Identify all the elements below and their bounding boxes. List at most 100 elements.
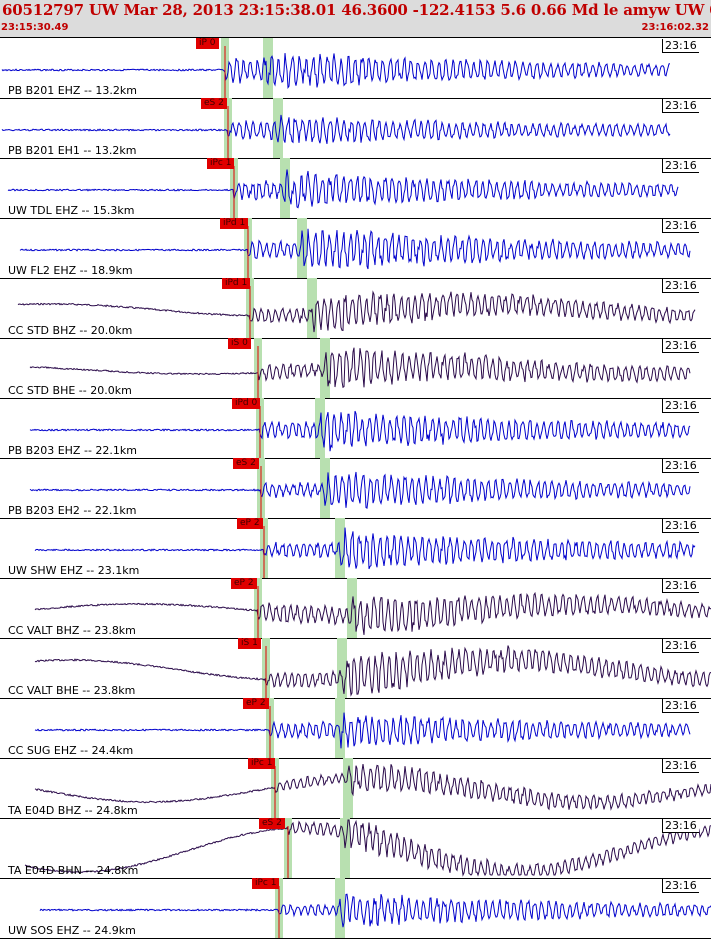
- phase-pick-label[interactable]: eS 2: [233, 458, 259, 469]
- panel-time-label: 23:16: [662, 639, 699, 653]
- channel-label: CC STD BHE -- 20.0km: [8, 384, 132, 397]
- seismic-trace: [1, 53, 671, 90]
- seismic-trace: [7, 169, 679, 209]
- waveform-canvas: [39, 878, 711, 938]
- seismogram-panel[interactable]: iPd 1 23:16 UW FL2 EHZ -- 18.9km: [0, 218, 711, 279]
- seismic-trace: [17, 290, 696, 333]
- phase-pick-label[interactable]: eS 2: [259, 818, 285, 829]
- s-phase-band: [307, 278, 317, 338]
- panel-time-label: 23:16: [662, 279, 699, 293]
- waveform-canvas: [29, 338, 691, 398]
- s-phase-band: [320, 338, 330, 398]
- waveform-canvas: [34, 578, 711, 638]
- channel-label: PB B201 EH1 -- 13.2km: [8, 144, 137, 157]
- seismic-trace: [34, 527, 696, 570]
- panel-time-label: 23:16: [662, 399, 699, 413]
- s-phase-band: [297, 218, 307, 278]
- channel-label: CC SUG EHZ -- 24.4km: [8, 744, 134, 757]
- channel-label: PB B203 EHZ -- 22.1km: [8, 444, 137, 457]
- phase-pick-label[interactable]: iPc 1: [252, 878, 280, 889]
- seismogram-panel[interactable]: eS 2 23:16 PB B203 EH2 -- 22.1km: [0, 458, 711, 519]
- seismic-trace: [34, 764, 711, 811]
- channel-label: CC VALT BHE -- 23.8km: [8, 684, 136, 697]
- panel-time-label: 23:16: [662, 219, 699, 233]
- channel-label: CC VALT BHZ -- 23.8km: [8, 624, 136, 637]
- phase-pick-label[interactable]: iPc 1: [248, 758, 276, 769]
- s-phase-band: [273, 98, 283, 158]
- phase-pick-label[interactable]: eP 2: [243, 698, 269, 709]
- seismogram-panel[interactable]: iS 1 23:16 CC VALT BHE -- 23.8km: [0, 638, 711, 699]
- seismogram-panel[interactable]: iPc 1 23:16 TA E04D BHZ -- 24.8km: [0, 758, 711, 819]
- seismogram-panel[interactable]: iPc 1 23:16 UW TDL EHZ -- 15.3km: [0, 158, 711, 219]
- waveform-canvas: [19, 218, 691, 278]
- seismic-trace: [29, 347, 691, 389]
- channel-label: TA E04D BHN -- 24.8km: [8, 864, 139, 877]
- panel-time-label: 23:16: [662, 159, 699, 173]
- seismogram-panel[interactable]: eP 2 23:16 CC VALT BHZ -- 23.8km: [0, 578, 711, 639]
- phase-pick-label[interactable]: iP 0: [196, 38, 219, 49]
- event-header: 60512797 UW Mar 28, 2013 23:15:38.01 46.…: [0, 0, 711, 38]
- s-phase-band: [343, 758, 353, 818]
- seismogram-panel[interactable]: iPd 1 23:16 CC STD BHZ -- 20.0km: [0, 278, 711, 339]
- channel-label: UW TDL EHZ -- 15.3km: [8, 204, 135, 217]
- seismogram-panel[interactable]: iPc 1 23:16 UW SOS EHZ -- 24.9km: [0, 878, 711, 939]
- phase-pick-label[interactable]: eP 2: [231, 578, 257, 589]
- waveform-canvas: [34, 518, 696, 578]
- channel-label: UW FL2 EHZ -- 18.9km: [8, 264, 133, 277]
- seismic-trace: [19, 228, 691, 270]
- waveform-canvas: [34, 758, 711, 818]
- seismogram-panel[interactable]: eP 2 23:16 CC SUG EHZ -- 24.4km: [0, 698, 711, 759]
- phase-pick-label[interactable]: iPd 0: [232, 398, 261, 409]
- seismic-trace: [29, 410, 691, 452]
- waveform-canvas: [34, 698, 691, 758]
- seismogram-panel[interactable]: eP 2 23:16 UW SHW EHZ -- 23.1km: [0, 518, 711, 579]
- waveform-canvas: [7, 158, 679, 218]
- seismogram-panel[interactable]: iP 0 23:16 PB B201 EHZ -- 13.2km: [0, 38, 711, 99]
- end-time: 23:16:02.32: [641, 22, 709, 33]
- panel-time-label: 23:16: [662, 39, 699, 53]
- waveform-canvas: [29, 458, 691, 518]
- panel-time-label: 23:16: [662, 699, 699, 713]
- waveform-canvas: [34, 638, 711, 698]
- phase-pick-label[interactable]: eS 2: [201, 98, 227, 109]
- channel-label: PB B201 EHZ -- 13.2km: [8, 84, 137, 97]
- channel-label: CC STD BHZ -- 20.0km: [8, 324, 133, 337]
- waveform-canvas: [1, 38, 671, 98]
- waveform-canvas: [24, 818, 711, 878]
- phase-pick-label[interactable]: iS 0: [228, 338, 251, 349]
- panel-time-label: 23:16: [662, 339, 699, 353]
- phase-pick-label[interactable]: iPc 1: [207, 158, 235, 169]
- panel-time-label: 23:16: [662, 879, 699, 893]
- seismogram-panel[interactable]: iPd 0 23:16 PB B203 EHZ -- 22.1km: [0, 398, 711, 459]
- waveform-canvas: [17, 278, 696, 338]
- seismic-trace: [34, 712, 691, 749]
- panel-time-label: 23:16: [662, 579, 699, 593]
- seismogram-panel[interactable]: eS 2 23:16 TA E04D BHN -- 24.8km: [0, 818, 711, 879]
- s-phase-band: [263, 38, 273, 98]
- phase-pick-label[interactable]: iPd 1: [222, 278, 251, 289]
- seismogram-panel[interactable]: eS 2 23:16 PB B201 EH1 -- 13.2km: [0, 98, 711, 159]
- panel-time-label: 23:16: [662, 519, 699, 533]
- event-title: 60512797 UW Mar 28, 2013 23:15:38.01 46.…: [2, 1, 711, 19]
- phase-pick-label[interactable]: eP 2: [237, 518, 263, 529]
- seismogram-panel[interactable]: iS 0 23:16 CC STD BHE -- 20.0km: [0, 338, 711, 399]
- phase-pick-label[interactable]: iPd 1: [220, 218, 249, 229]
- panel-time-label: 23:16: [662, 819, 699, 833]
- s-phase-band: [280, 158, 290, 218]
- waveform-canvas: [1, 98, 671, 158]
- s-phase-band: [335, 518, 345, 578]
- s-phase-band: [320, 458, 330, 518]
- channel-label: UW SOS EHZ -- 24.9km: [8, 924, 136, 937]
- channel-label: PB B203 EH2 -- 22.1km: [8, 504, 137, 517]
- waveform-canvas: [29, 398, 691, 458]
- s-phase-band: [315, 398, 325, 458]
- seismic-trace: [24, 819, 711, 877]
- seismic-trace: [39, 893, 711, 928]
- panel-time-label: 23:16: [662, 459, 699, 473]
- panel-time-label: 23:16: [662, 99, 699, 113]
- seismic-trace: [1, 114, 671, 145]
- seismogram-panels: iP 0 23:16 PB B201 EHZ -- 13.2km eS 2 23:16 P…: [0, 38, 711, 939]
- phase-pick-label[interactable]: iS 1: [238, 638, 261, 649]
- panel-time-label: 23:16: [662, 759, 699, 773]
- s-phase-band: [337, 638, 347, 698]
